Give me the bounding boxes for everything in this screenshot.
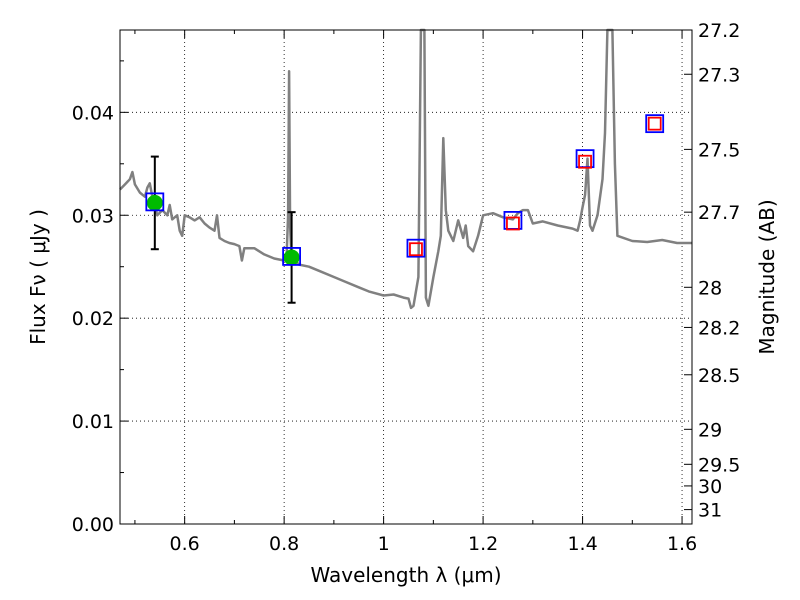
blue-square-marker bbox=[406, 238, 426, 258]
right-tick-label: 28 bbox=[698, 277, 722, 299]
y-axis-label-right: Magnitude (AB) bbox=[755, 199, 779, 354]
x-tick-label: 1.2 bbox=[468, 533, 498, 555]
right-tick-label: 27.5 bbox=[698, 139, 740, 161]
x-tick-label: 1.4 bbox=[567, 533, 597, 555]
photometry-points bbox=[145, 114, 665, 304]
plot-frame bbox=[119, 29, 693, 525]
right-tick-label: 28.5 bbox=[698, 365, 740, 387]
right-tick-label: 27.3 bbox=[698, 64, 740, 86]
green-point bbox=[146, 194, 163, 211]
x-tick-label: 0.6 bbox=[170, 533, 200, 555]
y-tick-label: 0.00 bbox=[72, 514, 114, 536]
blue-square-marker bbox=[645, 114, 665, 134]
red-square-marker bbox=[409, 242, 423, 257]
blue-square-marker bbox=[282, 247, 302, 266]
blue-square-marker bbox=[145, 192, 165, 212]
y-tick-label: 0.01 bbox=[72, 411, 114, 433]
model-spectrum bbox=[119, 28, 692, 310]
spectrum-line bbox=[119, 28, 692, 310]
y-axis-label-left: Flux Fν ( μJy ) bbox=[26, 209, 50, 345]
x-axis-label: Wavelength λ (μm) bbox=[310, 563, 501, 587]
red-square-marker bbox=[506, 216, 520, 231]
right-tick-label: 27.7 bbox=[698, 202, 740, 224]
right-tick-label: 28.2 bbox=[698, 317, 740, 339]
right-tick-label: 30 bbox=[698, 476, 722, 498]
x-tick-label: 1 bbox=[378, 533, 390, 555]
right-tick-label: 29 bbox=[698, 419, 722, 441]
y-tick-label: 0.02 bbox=[72, 308, 114, 330]
red-square-marker bbox=[578, 154, 592, 169]
y-tick-label: 0.03 bbox=[72, 205, 114, 227]
axes: 0.6 0.8 1 1.2 1.4 1.6 0.00 0.01 0.02 0.03 0.04 27.2… bbox=[72, 20, 741, 555]
red-square-marker bbox=[647, 116, 662, 131]
right-tick-label: 27.2 bbox=[698, 20, 740, 42]
x-tick-label: 0.8 bbox=[269, 533, 299, 555]
green-point bbox=[283, 249, 300, 266]
right-tick-label: 29.5 bbox=[698, 454, 740, 476]
y-tick-label: 0.04 bbox=[72, 102, 114, 124]
x-tick-label: 1.6 bbox=[667, 533, 697, 555]
right-tick-label: 31 bbox=[698, 500, 722, 522]
